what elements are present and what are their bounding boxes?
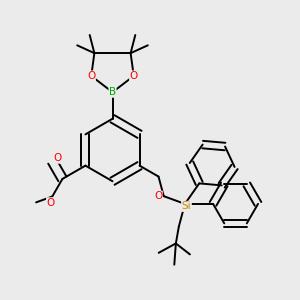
- Text: O: O: [87, 71, 95, 81]
- Text: Si: Si: [182, 201, 191, 212]
- Text: O: O: [46, 198, 55, 208]
- Text: O: O: [54, 153, 62, 163]
- Text: O: O: [130, 71, 138, 81]
- Text: O: O: [154, 191, 162, 201]
- Text: B: B: [109, 87, 116, 97]
